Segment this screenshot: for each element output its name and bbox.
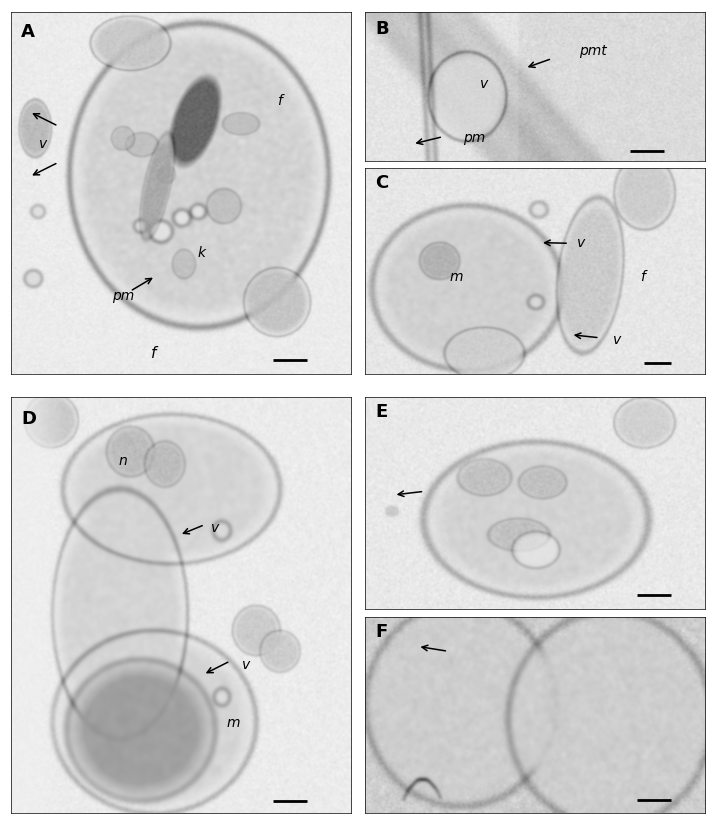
Text: v: v — [241, 658, 250, 672]
Text: v: v — [613, 332, 621, 346]
Text: v: v — [577, 236, 585, 250]
Text: C: C — [375, 174, 388, 192]
Text: A: A — [21, 23, 35, 41]
Text: k: k — [198, 246, 205, 260]
Text: B: B — [375, 20, 389, 38]
Text: f: f — [640, 270, 644, 284]
Text: F: F — [375, 623, 387, 641]
Text: m: m — [227, 716, 241, 730]
Text: f: f — [277, 94, 282, 108]
Text: pm: pm — [112, 289, 134, 303]
Text: m: m — [450, 270, 463, 284]
Text: v: v — [39, 137, 47, 151]
Text: f: f — [151, 346, 156, 361]
Text: D: D — [21, 409, 36, 427]
Text: pm: pm — [463, 131, 485, 145]
Text: pmt: pmt — [579, 44, 606, 58]
Text: n: n — [119, 455, 127, 469]
Text: v: v — [211, 521, 219, 535]
Text: v: v — [480, 77, 488, 91]
Text: E: E — [375, 403, 387, 422]
